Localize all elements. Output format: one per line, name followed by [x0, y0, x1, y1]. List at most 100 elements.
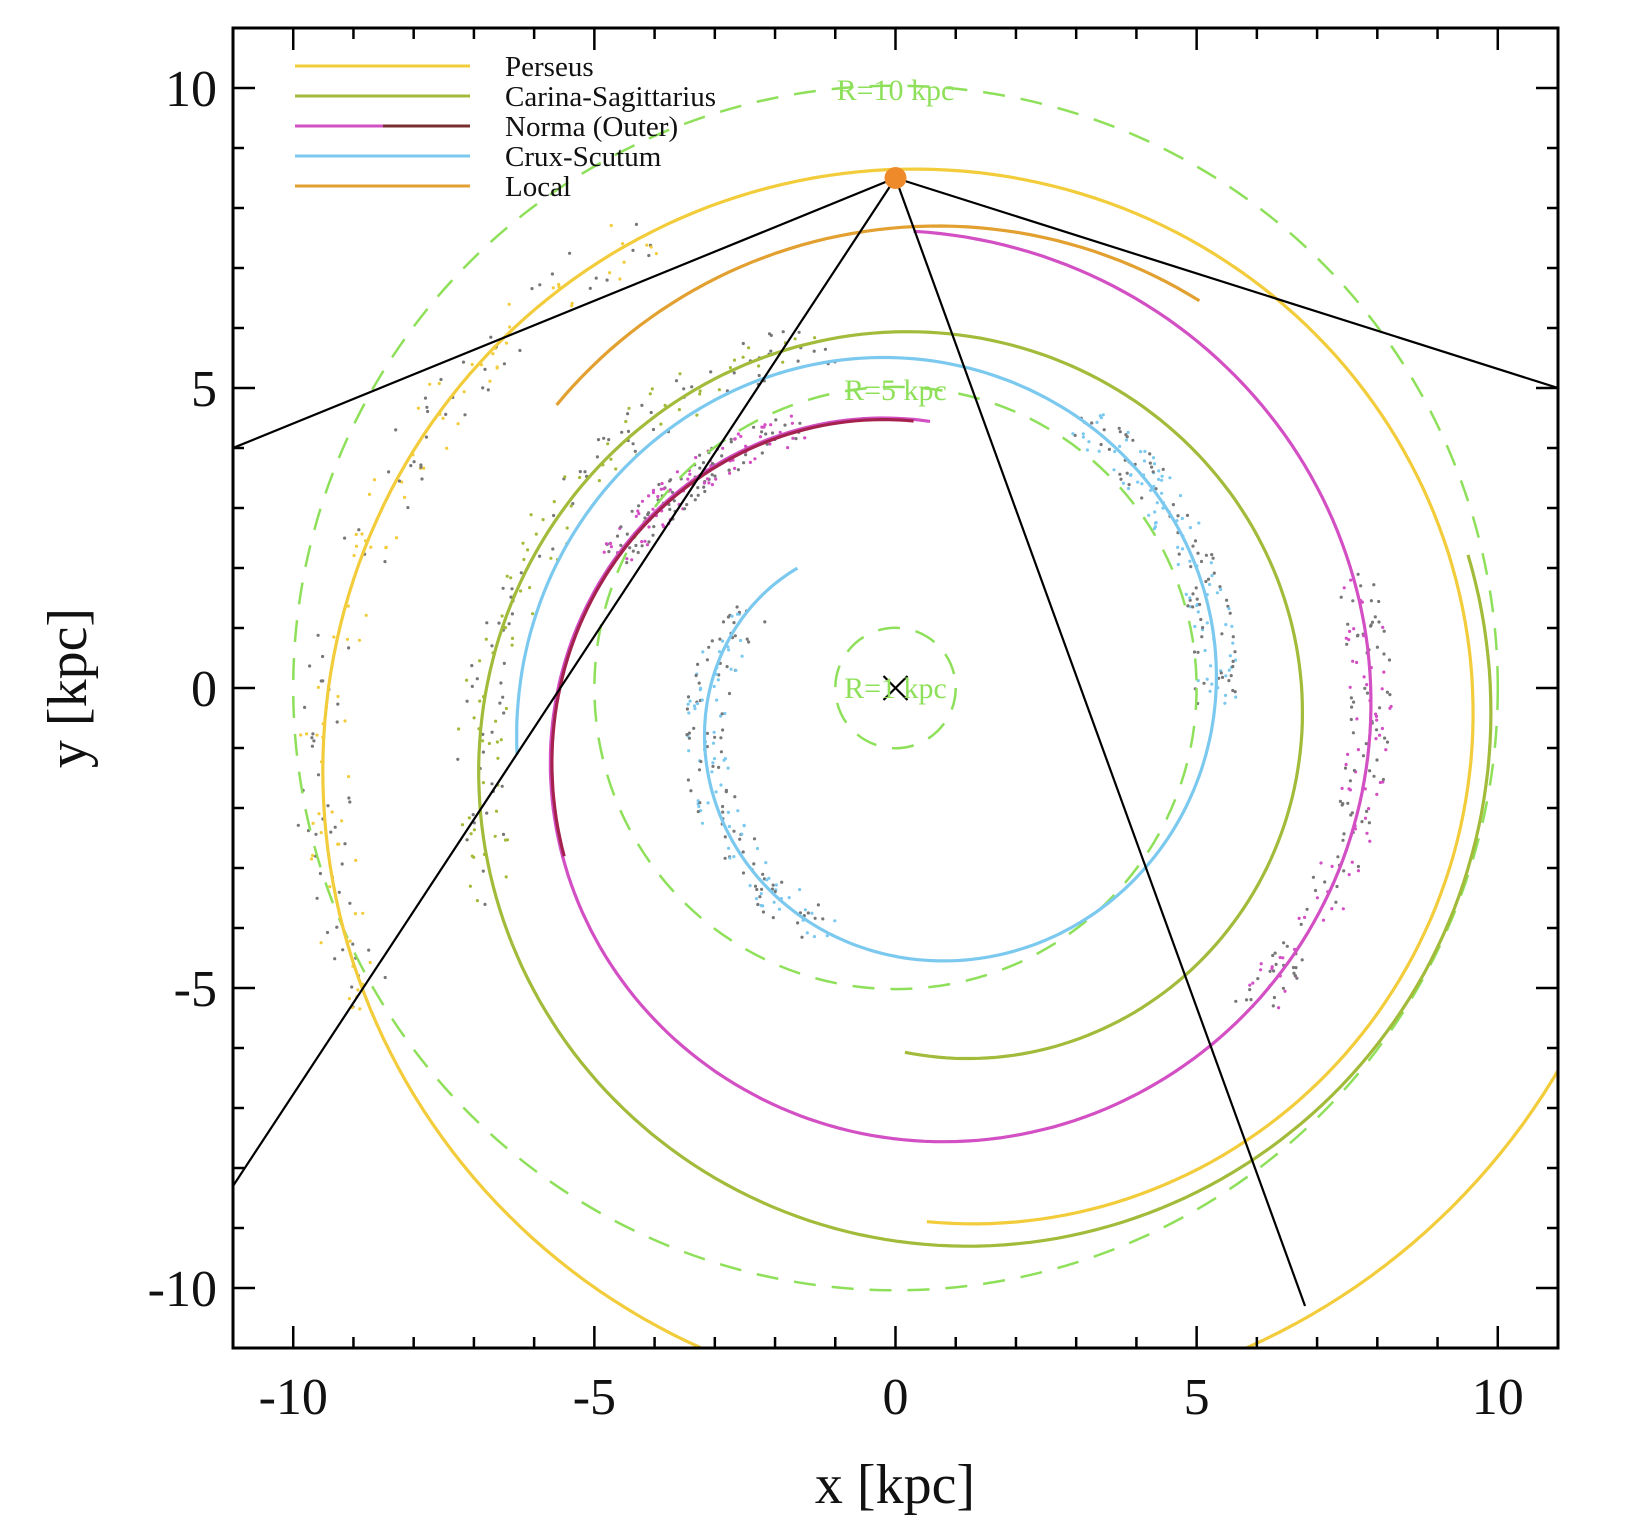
spiral-arm-line — [555, 224, 1201, 407]
cloud-point — [568, 251, 572, 255]
cloud-point — [719, 736, 723, 740]
cloud-point — [475, 677, 479, 681]
cloud-point — [764, 861, 768, 865]
cloud-point — [1126, 486, 1131, 491]
cloud-point — [705, 477, 710, 481]
cloud-point — [550, 272, 555, 276]
cloud-point — [445, 446, 449, 450]
cloud-point — [1227, 668, 1231, 672]
cloud-point — [1351, 659, 1355, 663]
cloud-point — [659, 422, 663, 426]
cloud-point — [368, 960, 372, 965]
cloud-point — [490, 782, 494, 786]
spiral-arm-line — [515, 355, 1219, 963]
cloud-point — [315, 896, 319, 900]
cloud-point — [335, 925, 339, 929]
cloud-point — [1220, 632, 1224, 636]
cloud-point — [647, 253, 651, 258]
cloud-point — [631, 549, 635, 553]
cloud-point — [1305, 907, 1309, 911]
cloud-point — [1364, 742, 1368, 746]
cloud-point — [340, 862, 344, 866]
cloud-point — [1233, 690, 1237, 694]
cloud-point — [481, 386, 485, 390]
cloud-point — [530, 287, 534, 291]
cloud-point — [318, 871, 322, 876]
cloud-point — [674, 379, 679, 383]
cloud-point — [570, 304, 574, 308]
cloud-point — [490, 730, 494, 734]
cloud-point — [760, 425, 764, 429]
cloud-point — [672, 499, 676, 503]
cloud-point — [728, 856, 732, 860]
cloud-point — [1248, 988, 1252, 992]
cloud-point — [361, 911, 365, 915]
cloud-point — [769, 349, 773, 353]
cloud-point — [495, 740, 499, 744]
cloud-point — [607, 438, 611, 442]
cloud-point — [1278, 955, 1282, 960]
cloud-point — [472, 821, 476, 825]
cloud-point — [1382, 652, 1386, 656]
cloud-point — [765, 878, 769, 882]
sun-marker — [884, 167, 907, 189]
cloud-point — [1148, 461, 1152, 465]
cloud-point — [500, 784, 504, 788]
cloud-point — [772, 900, 776, 904]
cloud-point — [646, 512, 650, 517]
sight-line — [233, 176, 896, 450]
cloud-point — [739, 434, 743, 438]
cloud-point — [727, 691, 732, 696]
cloud-point — [647, 494, 651, 498]
cloud-point — [1126, 430, 1130, 434]
cloud-point — [1102, 428, 1106, 432]
cloud-point — [406, 506, 410, 510]
cloud-point — [1211, 556, 1215, 560]
cloud-point — [696, 493, 700, 497]
cloud-point — [812, 935, 817, 939]
cloud-point — [1300, 958, 1304, 962]
cloud-point — [647, 540, 651, 544]
cloud-point — [468, 884, 472, 888]
cloud-point — [739, 638, 743, 643]
cloud-point — [503, 838, 508, 842]
cloud-point — [1291, 965, 1296, 970]
cloud-point — [813, 336, 817, 340]
cloud-point — [649, 410, 653, 415]
cloud-point — [1356, 748, 1360, 752]
cloud-point — [509, 576, 513, 580]
cloud-point — [760, 430, 764, 434]
cloud-point — [470, 854, 474, 858]
cloud-point — [660, 481, 664, 486]
cloud-point — [735, 605, 739, 609]
cloud-point — [519, 589, 523, 593]
cloud-point — [1124, 438, 1129, 442]
cloud-point — [607, 550, 611, 554]
cloud-point — [507, 622, 511, 626]
cloud-point — [730, 614, 734, 618]
cloud-point — [1244, 998, 1249, 1002]
cloud-point — [1321, 918, 1326, 922]
cloud-point — [311, 732, 315, 736]
cloud-point — [305, 732, 309, 736]
cloud-point — [728, 366, 733, 370]
cloud-point — [1256, 977, 1260, 981]
cloud-point — [504, 341, 509, 345]
cloud-point — [1374, 712, 1378, 716]
cloud-point — [663, 403, 667, 407]
cloud-point — [697, 768, 702, 772]
cloud-point — [1348, 685, 1352, 689]
cloud-point — [326, 804, 330, 808]
cloud-point — [1344, 762, 1348, 767]
cloud-point — [724, 788, 729, 792]
cloud-point — [457, 727, 461, 731]
cloud-point — [1297, 916, 1301, 921]
cloud-point — [1385, 740, 1390, 744]
cloud-point — [531, 612, 535, 616]
cloud-point — [1191, 544, 1195, 548]
cloud-point — [367, 492, 372, 496]
cloud-point — [773, 890, 777, 894]
cloud-point — [1375, 792, 1379, 797]
